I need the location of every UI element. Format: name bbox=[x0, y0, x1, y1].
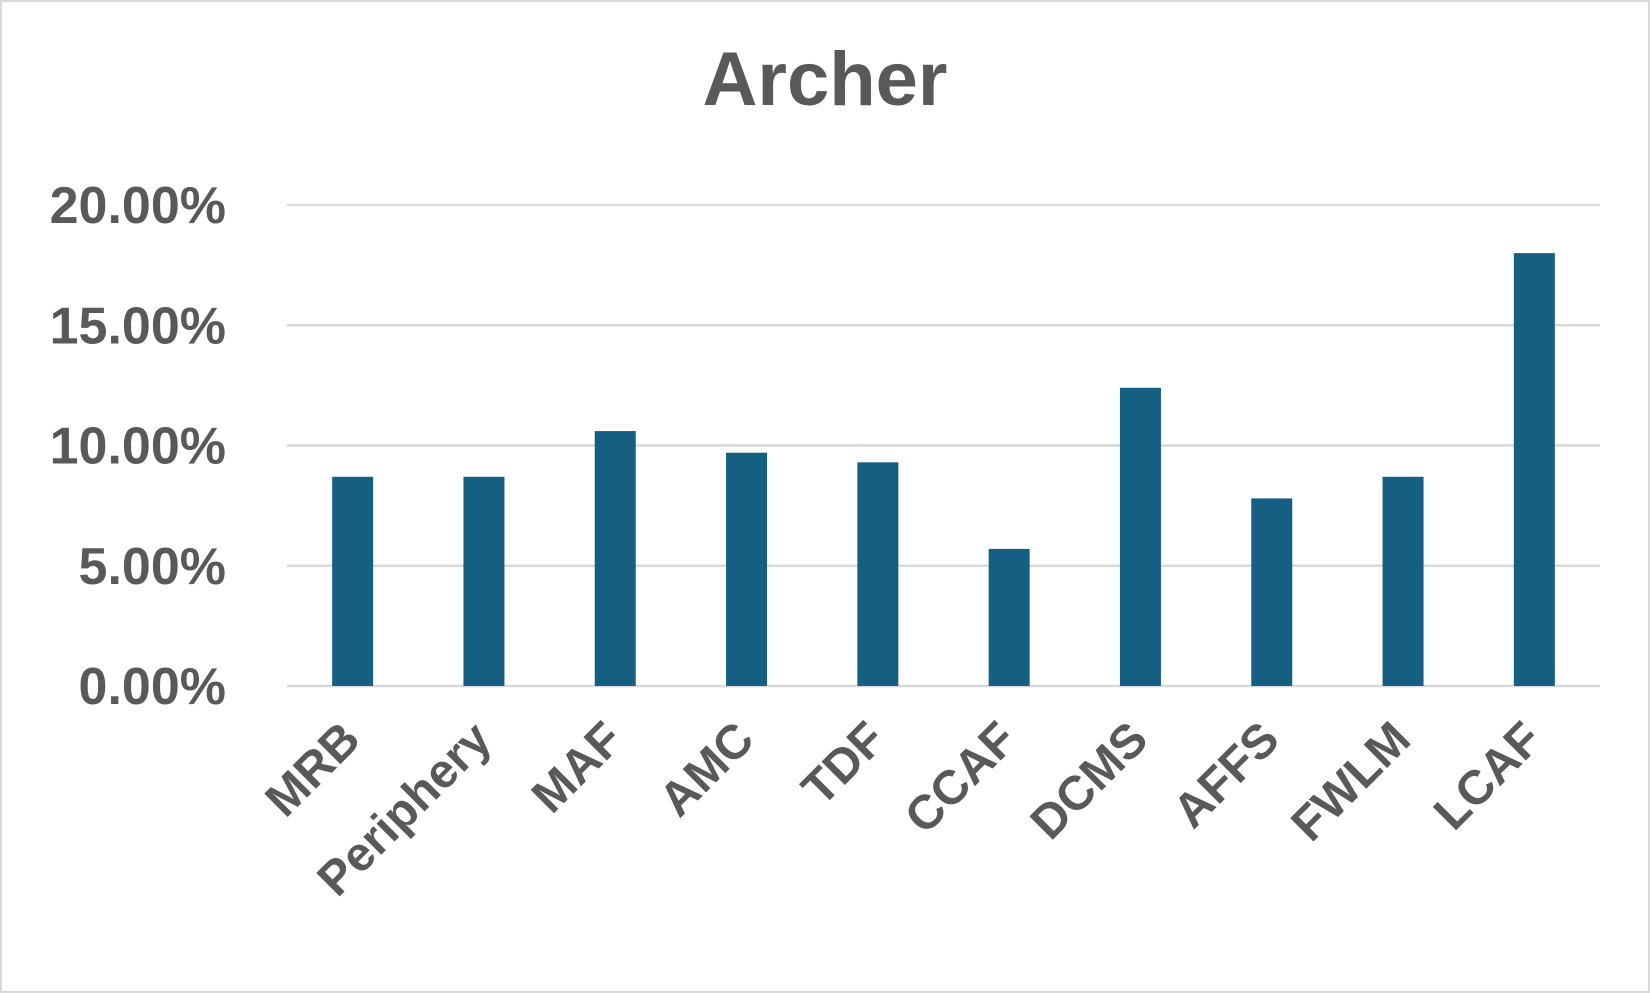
bar-tdf bbox=[857, 462, 899, 686]
x-category-label: TDF bbox=[792, 712, 895, 815]
x-category-label: FWLM bbox=[1282, 712, 1421, 851]
x-category-label: LCAF bbox=[1424, 712, 1552, 840]
x-category-label: AFFS bbox=[1163, 712, 1289, 838]
bar-amc bbox=[726, 452, 768, 686]
x-category-label: MRB bbox=[256, 712, 371, 827]
x-category-label: DCMS bbox=[1021, 712, 1158, 849]
y-tick-label: 20.00% bbox=[50, 177, 226, 235]
bar-ccaf bbox=[988, 548, 1030, 686]
bars bbox=[332, 253, 1555, 686]
y-tick-label: 15.00% bbox=[50, 297, 226, 355]
gridlines bbox=[287, 203, 1600, 688]
bar-lcaf bbox=[1513, 253, 1555, 686]
y-tick-label: 0.00% bbox=[79, 658, 226, 716]
chart-title: Archer bbox=[702, 37, 948, 122]
bar-fwlm bbox=[1382, 476, 1424, 686]
bar-affs bbox=[1251, 498, 1293, 686]
y-axis-tick-labels: 0.00% 5.00% 10.00% 15.00% 20.00% bbox=[50, 177, 226, 716]
y-tick-label: 10.00% bbox=[50, 418, 226, 476]
x-category-label: MAF bbox=[522, 712, 633, 823]
bar-periphery bbox=[463, 476, 505, 686]
y-tick-label: 5.00% bbox=[79, 538, 226, 596]
x-category-label: AMC bbox=[650, 712, 765, 827]
bar-dcms bbox=[1119, 387, 1161, 686]
bar-mrb bbox=[332, 476, 374, 686]
bar-maf bbox=[594, 431, 636, 686]
x-category-label: CCAF bbox=[895, 712, 1027, 844]
